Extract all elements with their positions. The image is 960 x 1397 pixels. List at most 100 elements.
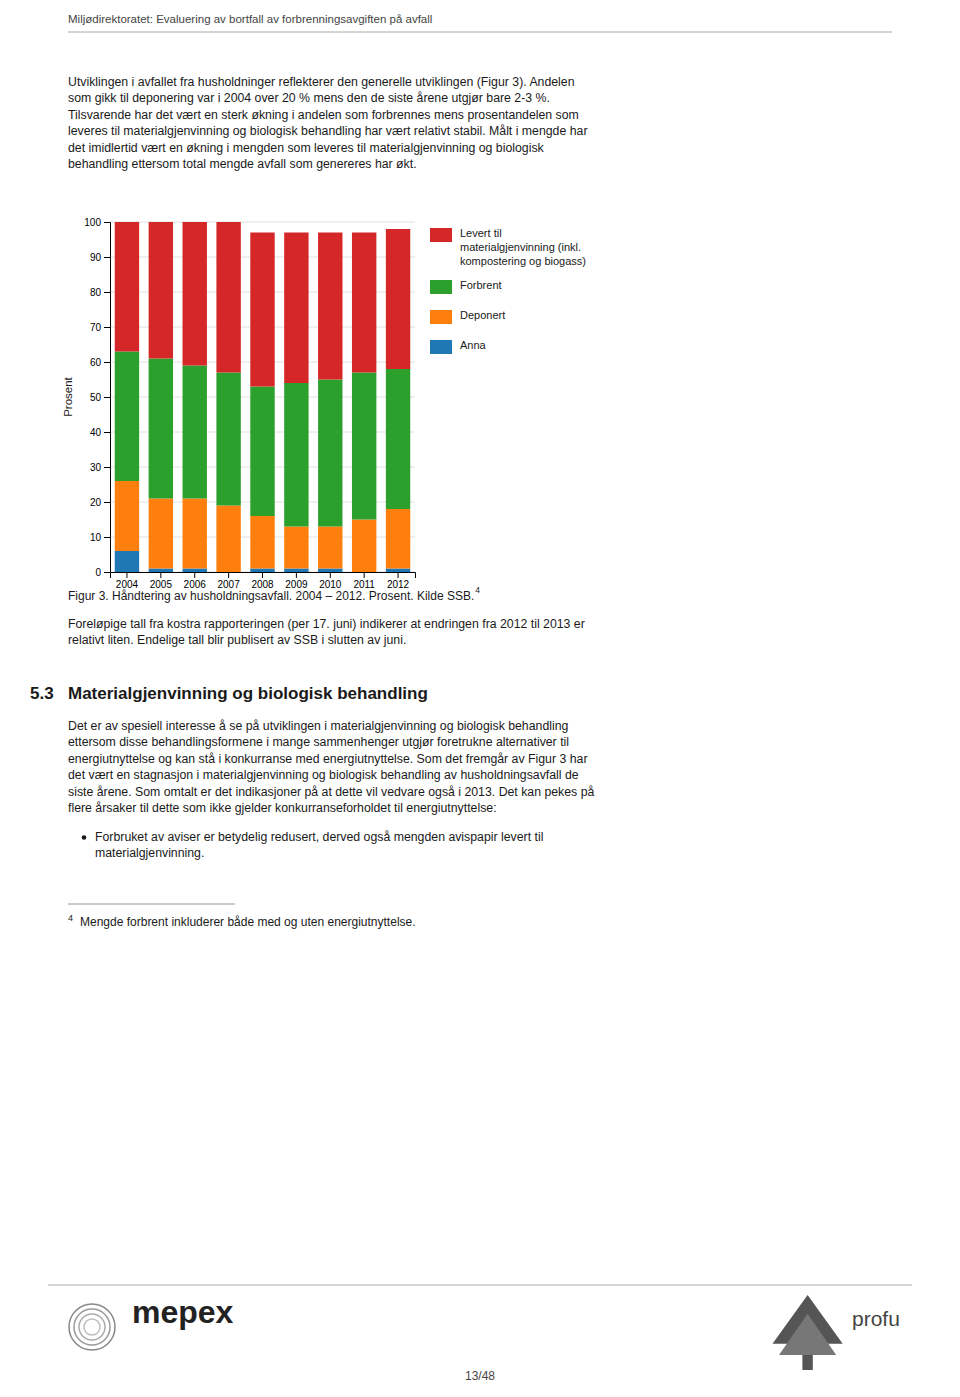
bar	[183, 366, 207, 499]
bar	[386, 369, 410, 509]
legend-label-line: Forbrent	[460, 279, 502, 291]
logos: mepex profu	[69, 1294, 900, 1370]
body-text: energiutnyttelse og kan stå i konkurrans…	[68, 752, 587, 766]
bar	[318, 569, 342, 573]
legend-label: Forbrent	[460, 279, 502, 291]
legend-label: Anna	[460, 339, 487, 351]
x-tick-mark	[364, 572, 365, 578]
body-text: det imidlertid vært en økning i mengden …	[68, 141, 545, 155]
bar	[386, 229, 410, 369]
bar	[318, 527, 342, 569]
y-tick-label: 50	[90, 392, 102, 403]
legend-swatch	[430, 310, 452, 324]
bar	[386, 569, 410, 573]
x-tick: 2011	[353, 572, 375, 590]
logo-text: profu	[852, 1307, 900, 1330]
bar	[284, 569, 308, 573]
bar	[115, 352, 139, 482]
chart: 0102030405060708090100200420052006200720…	[62, 217, 416, 590]
y-tick-mark	[104, 257, 110, 258]
body-text: behandling ettersom total mengde avfall …	[68, 157, 417, 171]
bullet-text: Forbruket av aviser er betydelig reduser…	[95, 830, 543, 844]
legend-label-line: kompostering og biogass)	[460, 255, 586, 267]
y-tick-label: 70	[90, 322, 102, 333]
bar	[115, 551, 139, 572]
bar	[115, 222, 139, 352]
x-tick: 2005	[150, 572, 173, 590]
bar	[318, 233, 342, 380]
footnote-marker: 4	[68, 913, 73, 923]
bar	[250, 387, 274, 517]
bar	[250, 516, 274, 569]
legend-swatch	[430, 340, 452, 354]
x-tick-mark	[160, 572, 161, 578]
bar	[149, 569, 173, 573]
x-tick-mark	[262, 572, 263, 578]
body-text: flere årsaker til dette som ikke gjelder…	[68, 801, 497, 815]
y-axis-title: Prosent	[62, 376, 74, 416]
y-tick: 30	[90, 462, 110, 473]
logo-mark	[84, 1319, 100, 1335]
x-axis: 200420052006200720082009201020112012	[111, 572, 416, 590]
bar	[250, 233, 274, 387]
footnote-text: Mengde forbrent inkluderer både med og u…	[80, 915, 416, 929]
y-tick-label: 0	[95, 567, 101, 578]
header-rule	[68, 31, 892, 32]
y-tick-mark	[104, 502, 110, 503]
x-tick-mark	[398, 572, 399, 578]
y-tick-mark	[104, 362, 110, 363]
y-tick-label: 60	[90, 357, 102, 368]
legend-label: Deponert	[460, 309, 505, 321]
bullet-text: materialgjenvinning.	[95, 846, 204, 860]
bullet	[82, 835, 87, 840]
legend-label-line: Levert til	[460, 227, 502, 239]
body-text: ettersom disse behandlingsformene i mang…	[68, 735, 569, 749]
page: Miljødirektoratet: Evaluering av bortfal…	[0, 0, 960, 1397]
bar	[352, 373, 376, 520]
bar	[216, 222, 240, 373]
bar	[183, 569, 207, 573]
x-tick: 2012	[387, 572, 410, 590]
bar	[352, 520, 376, 573]
y-tick: 10	[90, 532, 110, 543]
legend-swatch	[430, 280, 452, 294]
y-tick-mark	[104, 222, 110, 223]
bar	[386, 509, 410, 569]
legend-label-line: materialgjenvinning (inkl.	[460, 241, 581, 253]
x-tick-mark	[126, 572, 127, 578]
section-heading: Materialgjenvinning og biologisk behandl…	[68, 684, 428, 703]
logo-text: mepex	[132, 1294, 234, 1330]
y-axis-line	[104, 223, 111, 573]
bar	[216, 506, 240, 573]
body-text: siste årene. Som omtalt er det indikasjo…	[68, 785, 594, 799]
body-text: Utviklingen i avfallet fra husholdninger…	[68, 75, 575, 89]
body-text: leveres til materialgjenvinning og biolo…	[68, 124, 587, 138]
y-tick-label: 30	[90, 462, 102, 473]
y-tick-label: 10	[90, 532, 102, 543]
x-tick-mark	[228, 572, 229, 578]
bar	[149, 359, 173, 499]
x-tick-mark	[194, 572, 195, 578]
legend-label-line: Deponert	[460, 309, 505, 321]
bar	[250, 569, 274, 573]
section-number: 5.3	[30, 684, 54, 703]
y-tick-mark	[104, 537, 110, 538]
y-tick-label: 80	[90, 287, 102, 298]
page-number: 13/48	[465, 1369, 495, 1383]
y-tick: 50	[90, 392, 110, 403]
bar	[149, 499, 173, 569]
body-text: relativt liten. Endelige tall blir publi…	[68, 633, 406, 647]
x-tick-mark	[330, 572, 331, 578]
bar-series	[115, 222, 411, 387]
legend-label-line: Anna	[460, 339, 487, 351]
legend-swatch	[430, 228, 452, 242]
bottom-rule	[48, 1285, 912, 1286]
y-tick-mark	[104, 432, 110, 433]
y-tick-mark	[104, 397, 110, 398]
grid	[110, 222, 415, 572]
bar	[284, 383, 308, 527]
logo-mark	[74, 1309, 110, 1345]
bar	[183, 499, 207, 569]
x-tick: 2008	[251, 572, 274, 590]
y-tick-label: 100	[84, 217, 101, 228]
